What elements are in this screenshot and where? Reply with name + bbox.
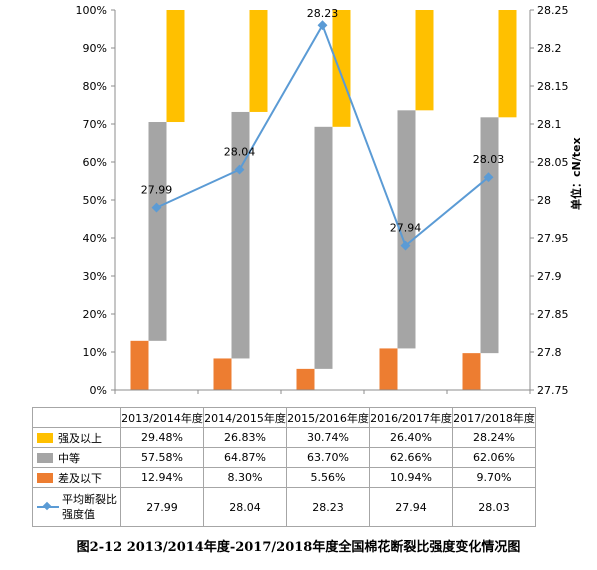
table-cell: 62.66% — [369, 447, 453, 468]
right-tick-label: 28.05 — [537, 156, 569, 169]
table-cell: 28.24% — [452, 427, 536, 448]
right-tick-label: 28.15 — [537, 80, 569, 93]
line-point — [317, 20, 328, 31]
bar-weak — [213, 358, 232, 390]
left-tick-label: 10% — [83, 346, 107, 359]
table-cell: 5.56% — [286, 467, 370, 488]
category-label: 2013/2014年度 — [120, 407, 204, 428]
table-cell: 57.58% — [120, 447, 204, 468]
table-corner-cell — [32, 407, 121, 428]
table-cell: 8.30% — [203, 467, 287, 488]
bar-weak — [379, 348, 398, 390]
figure-caption: 图2-12 2013/2014年度-2017/2018年度全国棉花断裂比强度变化… — [76, 540, 521, 555]
left-tick-label: 70% — [83, 118, 107, 131]
bar-medium — [314, 126, 333, 369]
table-cell: 27.94 — [369, 487, 453, 527]
category-label: 2017/2018年度 — [452, 407, 536, 428]
bar-medium — [397, 110, 416, 349]
line-point — [234, 164, 245, 175]
left-tick-label: 20% — [83, 308, 107, 321]
line-point — [400, 240, 411, 251]
axes-layer: 0% 10% 20% 30% 40% 50% 60% 70% 80% 90% 100% 27.75 27… — [76, 4, 569, 397]
right-tick-label: 28.2 — [537, 42, 562, 55]
bar-strong — [332, 10, 351, 127]
legend-cell: 强及以上 — [32, 427, 121, 448]
table-cell: 64.87% — [203, 447, 287, 468]
right-tick-label: 28.1 — [537, 118, 562, 131]
category-label: 2014/2015年度 — [203, 407, 287, 428]
table-header-row: 2013/2014年度 2014/2015年度 2015/2016年度 2016/20… — [32, 407, 536, 428]
table-cell: 62.06% — [452, 447, 536, 468]
right-tick-label: 27.9 — [537, 270, 562, 283]
right-tick-label: 27.8 — [537, 346, 562, 359]
table-cell: 9.70% — [452, 467, 536, 488]
right-tick-label: 27.75 — [537, 384, 569, 397]
category-label: 2015/2016年度 — [286, 407, 370, 428]
bar-weak — [130, 340, 149, 390]
table-row: 平均断裂比强度值 27.99 28.04 28.23 27.94 28.03 — [32, 487, 536, 527]
table-row: 中等 57.58% 64.87% 63.70% 62.66% 62.06% — [32, 447, 536, 468]
table-cell: 28.23 — [286, 487, 370, 527]
right-axis-label: 单位：cN/tex — [570, 137, 583, 210]
left-tick-label: 50% — [83, 194, 107, 207]
right-tick-label: 28.25 — [537, 4, 569, 17]
line-data-label: 27.94 — [390, 222, 422, 235]
left-tick-label: 0% — [90, 384, 107, 397]
legend-cell: 平均断裂比强度值 — [32, 487, 121, 527]
legend-label: 差及以下 — [58, 471, 102, 485]
legend-swatch — [37, 472, 53, 483]
line-layer: 27.99 28.04 28.23 27.94 28.03 — [141, 7, 505, 251]
left-tick-label: 90% — [83, 42, 107, 55]
right-tick-label: 27.95 — [537, 232, 569, 245]
table-row: 差及以下 12.94% 8.30% 5.56% 10.94% 9.70% — [32, 467, 536, 488]
table-cell: 26.83% — [203, 427, 287, 448]
line-point — [151, 202, 162, 213]
left-tick-label: 80% — [83, 80, 107, 93]
bar-medium — [148, 122, 167, 341]
legend-swatch — [37, 432, 53, 443]
data-table: 2013/2014年度 2014/2015年度 2015/2016年度 2016/20… — [32, 407, 536, 527]
category-label: 2016/2017年度 — [369, 407, 453, 428]
legend-cell: 差及以下 — [32, 467, 121, 488]
line-data-label: 28.03 — [473, 153, 505, 166]
bar-weak — [296, 368, 315, 390]
left-tick-label: 30% — [83, 270, 107, 283]
left-tick-label: 100% — [76, 4, 107, 17]
legend-cell: 中等 — [32, 447, 121, 468]
bar-weak — [462, 353, 481, 390]
bar-strong — [249, 10, 268, 112]
table-cell: 28.04 — [203, 487, 287, 527]
table-cell: 26.40% — [369, 427, 453, 448]
table-row: 强及以上 29.48% 26.83% 30.74% 26.40% 28.24% — [32, 427, 536, 448]
legend-line-marker — [37, 502, 59, 512]
legend-label: 中等 — [58, 451, 80, 465]
table-cell: 12.94% — [120, 467, 204, 488]
table-cell: 30.74% — [286, 427, 370, 448]
legend-label: 平均断裂比强度值 — [62, 493, 117, 521]
bars-layer — [130, 10, 517, 390]
bar-strong — [498, 10, 517, 118]
line-data-label: 28.23 — [307, 7, 339, 20]
legend-label: 强及以上 — [58, 431, 102, 445]
table-cell: 29.48% — [120, 427, 204, 448]
table-cell: 10.94% — [369, 467, 453, 488]
right-tick-label: 28 — [537, 194, 551, 207]
left-tick-label: 60% — [83, 156, 107, 169]
left-tick-label: 40% — [83, 232, 107, 245]
table-cell: 63.70% — [286, 447, 370, 468]
bar-strong — [166, 10, 185, 123]
bar-strong — [415, 10, 434, 111]
bar-medium — [231, 111, 250, 359]
line-data-label: 28.04 — [224, 146, 256, 159]
table-cell: 28.03 — [452, 487, 536, 527]
legend-swatch — [37, 452, 53, 463]
right-tick-label: 27.85 — [537, 308, 569, 321]
line-data-label: 27.99 — [141, 184, 173, 197]
line-point — [483, 172, 494, 183]
table-cell: 27.99 — [120, 487, 204, 527]
